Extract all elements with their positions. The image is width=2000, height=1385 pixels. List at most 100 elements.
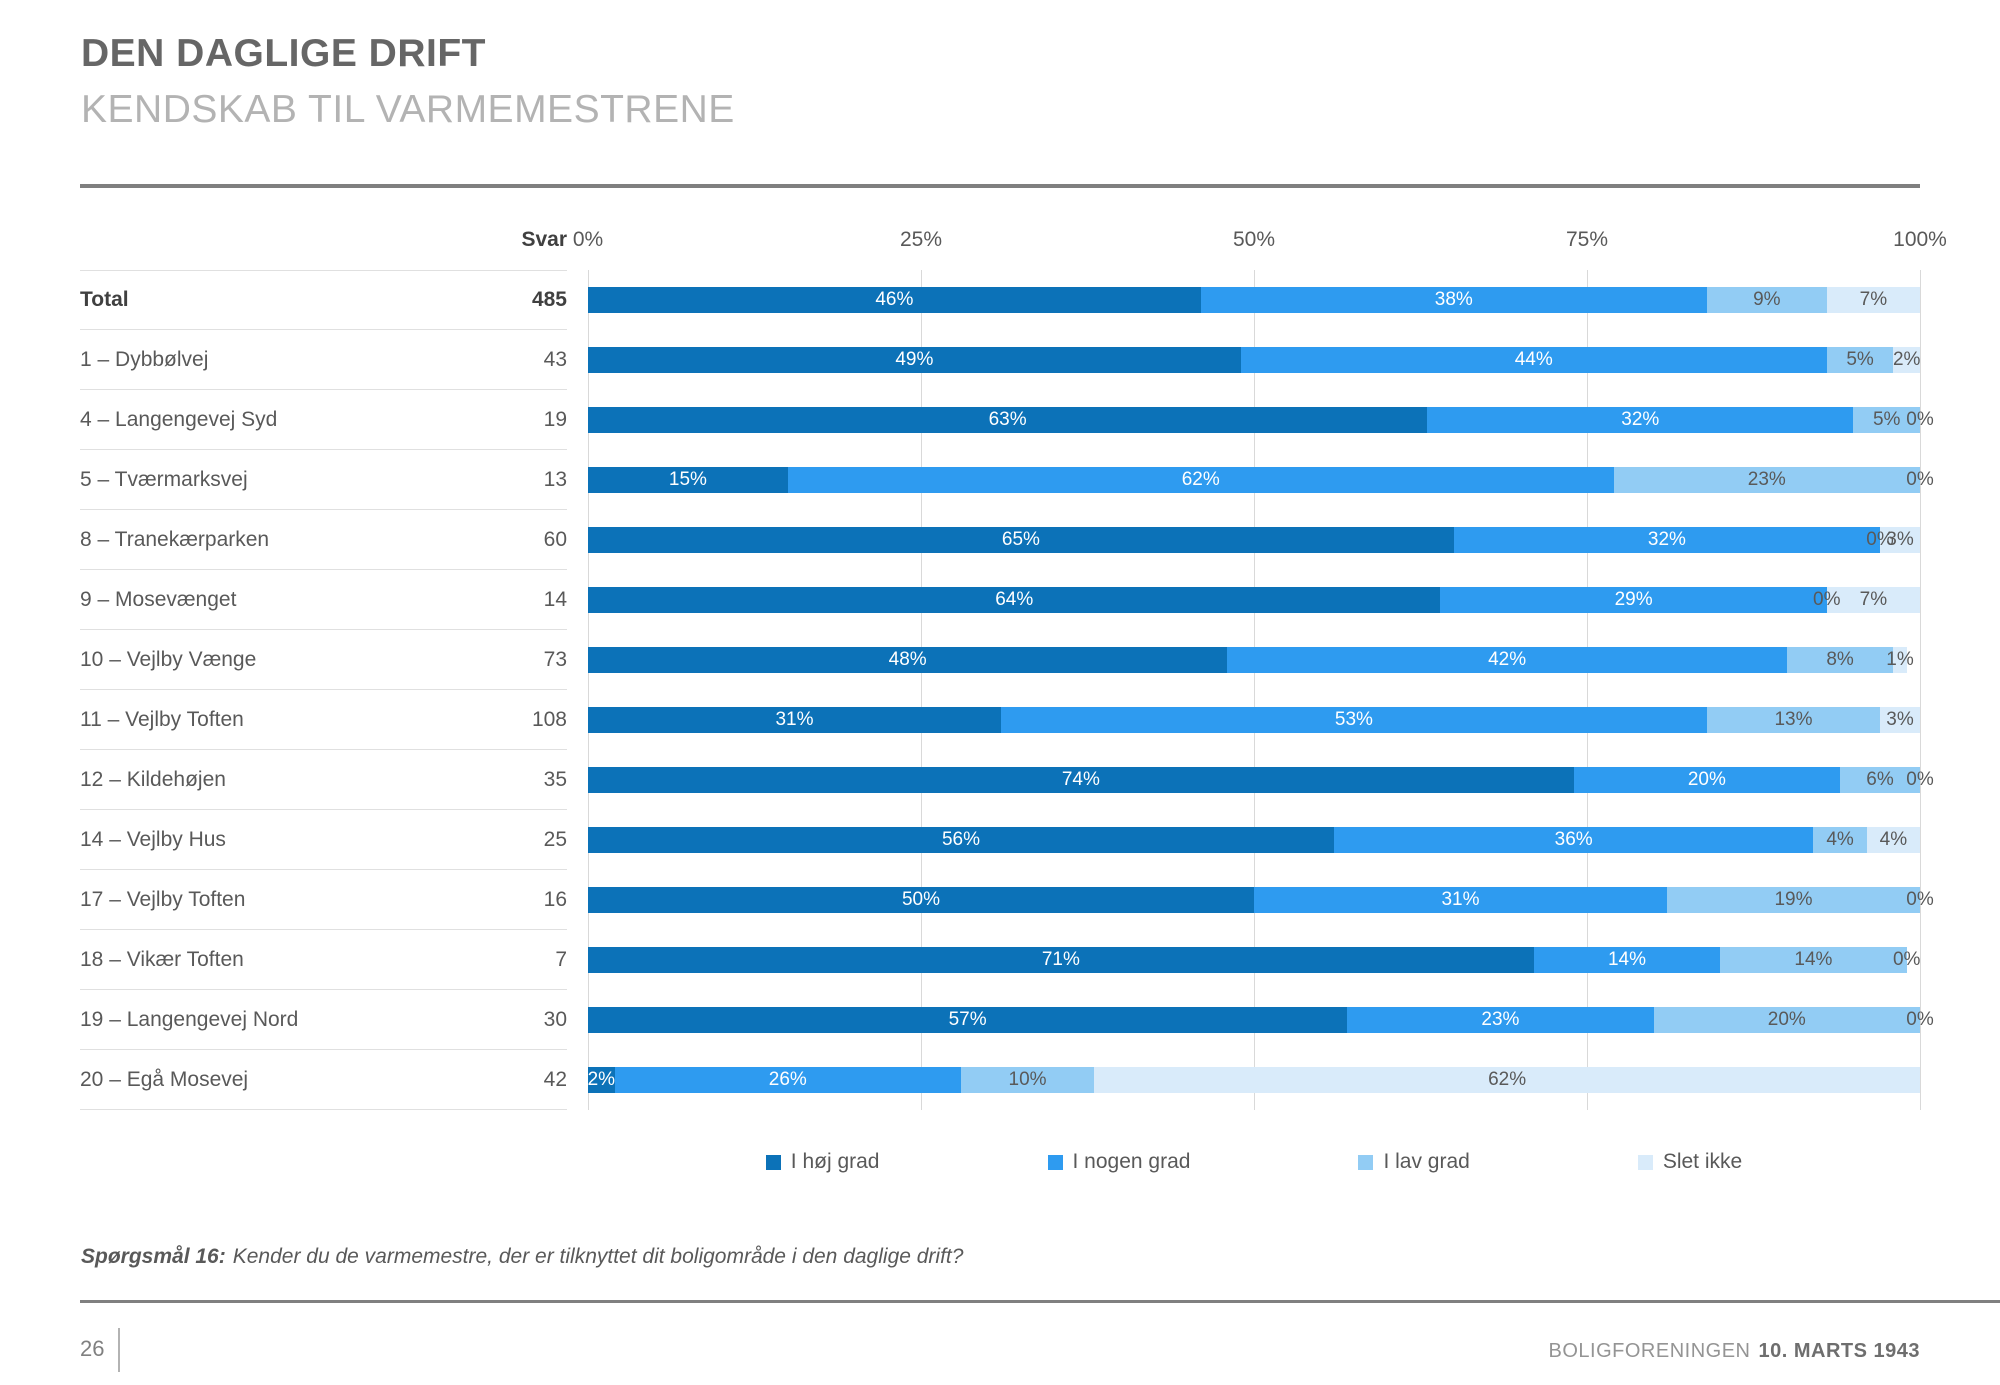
bar-value-label: 2% <box>1892 349 1921 370</box>
row-left-cell: 5 – Tværmarksvej 13 <box>80 450 567 510</box>
stacked-bar <box>588 647 1920 673</box>
bar-value-label: 5% <box>1846 349 1874 370</box>
footer-org: BOLIGFORENINGEN <box>1548 1340 1751 1362</box>
row-label: 5 – Tværmarksvej <box>80 467 248 491</box>
bar-value-label: 48% <box>888 649 927 670</box>
bar-segment <box>1653 1007 1920 1033</box>
row-svar-value: 43 <box>543 347 567 371</box>
bar-segment <box>1613 467 1920 493</box>
bar-segment <box>960 1067 1095 1093</box>
bar-segment <box>588 707 1001 733</box>
bar-segment <box>787 467 1614 493</box>
bar-segment <box>588 467 788 493</box>
table-row: 12 – Kildehøjen 35 74% 20% 6% 0% <box>80 750 1934 810</box>
bar-segment <box>1866 827 1920 853</box>
legend-swatch-icon <box>1637 1154 1653 1170</box>
bar-value-label: 3% <box>1886 529 1914 550</box>
bar-value-label: 46% <box>875 289 914 310</box>
bar-value-label: 0% <box>1906 469 1934 490</box>
row-left-cell: 1 – Dybbølvej 43 <box>80 330 567 390</box>
bar-value-label: 20% <box>1687 769 1726 790</box>
bar-value-label: 0% <box>1813 589 1841 610</box>
row-left-cell: 12 – Kildehøjen 35 <box>80 750 567 810</box>
row-left-cell: 19 – Langengevej Nord 30 <box>80 990 567 1050</box>
row-label: 8 – Tranekærparken <box>80 527 270 551</box>
bar-value-label: 26% <box>768 1069 807 1090</box>
table-row: 1 – Dybbølvej 43 49% 44% 5% 2% <box>80 330 1920 390</box>
bar-cell: 63% 32% 5% 0% <box>588 390 1934 450</box>
bar-value-label: 42% <box>1488 649 1527 670</box>
table-row: 11 – Vejlby Toften 108 31% 53% 13% 3% <box>80 690 1920 750</box>
bar-cell: 50% 31% 19% 0% <box>588 870 1934 930</box>
row-svar-value: 14 <box>543 587 567 611</box>
row-left-cell: 17 – Vejlby Toften 16 <box>80 870 567 930</box>
bar-segment <box>1000 707 1707 733</box>
row-left-cell: 14 – Vejlby Hus 25 <box>80 810 567 870</box>
bar-segment <box>1813 827 1867 853</box>
row-label: 4 – Langengevej Syd <box>80 407 278 431</box>
table-row: Total 485 46% 38% 9% 7% <box>80 270 1920 330</box>
bar-segment <box>1720 947 1907 973</box>
bar-value-label: 36% <box>1554 829 1593 850</box>
table-row: 14 – Vejlby Hus 25 56% 36% 4% 4% <box>80 810 1920 870</box>
bar-value-label: 65% <box>1001 529 1040 550</box>
stacked-bar-chart: Svar 0% 25% 50% 75% 100% Total 485 46% 38% 9% 7% 1… <box>80 222 1947 1110</box>
bar-segment <box>1826 287 1920 313</box>
gridline <box>1587 270 1588 1110</box>
bar-value-label: 31% <box>775 709 814 730</box>
row-svar-value: 25 <box>543 827 567 851</box>
legend-swatch-icon <box>1358 1154 1374 1170</box>
page-title: DEN DAGLIGE DRIFT <box>81 32 486 75</box>
bar-value-label: 53% <box>1334 709 1373 730</box>
row-label: 19 – Langengevej Nord <box>80 1007 299 1031</box>
page-number-divider <box>118 1328 120 1372</box>
row-label: 1 – Dybbølvej <box>80 347 209 371</box>
bar-segment <box>1880 527 1920 553</box>
stacked-bar <box>588 767 1920 793</box>
legend-label: Slet ikke <box>1662 1150 1743 1173</box>
bar-segment <box>1094 1067 1920 1093</box>
bar-segment <box>1453 527 1881 553</box>
stacked-bar <box>588 407 1920 433</box>
legend-item: I lav grad <box>1358 1150 1470 1174</box>
bar-segment <box>1347 1007 1654 1033</box>
bar-segment <box>1826 587 1920 613</box>
bar-value-label: 49% <box>895 349 934 370</box>
bar-segment <box>588 347 1241 373</box>
bar-value-label: 19% <box>1774 889 1813 910</box>
stacked-bar <box>588 347 1920 373</box>
bar-value-label: 38% <box>1434 289 1473 310</box>
bar-value-label: 0% <box>1906 889 1934 910</box>
bar-value-label: 4% <box>1879 829 1908 850</box>
row-label: 20 – Egå Mosevej <box>80 1067 249 1091</box>
bar-segment <box>1440 587 1827 613</box>
axis-tick: 25% <box>899 228 943 251</box>
row-left-cell: 18 – Vikær Toften 7 <box>80 930 567 990</box>
row-left-cell: 9 – Mosevænget 14 <box>80 570 567 630</box>
bar-value-label: 5% <box>1872 409 1901 430</box>
bar-segment <box>588 1067 615 1093</box>
bar-segment <box>1427 407 1854 433</box>
stacked-bar <box>588 467 1920 493</box>
bar-segment <box>1240 347 1827 373</box>
stacked-bar <box>588 827 1920 853</box>
bar-cell: 46% 38% 9% 7% <box>588 270 1920 330</box>
bar-segment <box>588 287 1201 313</box>
svar-column-header: Svar <box>521 228 567 251</box>
bar-segment <box>1706 707 1881 733</box>
table-row: 19 – Langengevej Nord 30 57% 23% 20% 0% <box>80 990 1934 1050</box>
bar-cell: 15% 62% 23% 0% <box>588 450 1934 510</box>
bar-cell: 64% 29% 0% 7% <box>588 570 1920 630</box>
table-row: 20 – Egå Mosevej 42 2% 26% 10% 62% <box>80 1050 1920 1110</box>
bar-segment <box>1200 287 1707 313</box>
bar-segment <box>1826 347 1894 373</box>
bar-value-label: 74% <box>1061 769 1100 790</box>
title-divider <box>80 184 1920 188</box>
bar-segment <box>588 827 1334 853</box>
row-svar-value: 485 <box>531 288 567 311</box>
bar-cell: 57% 23% 20% 0% <box>588 990 1934 1050</box>
gridline <box>921 270 922 1110</box>
bar-value-label: 1% <box>1886 649 1914 670</box>
bar-value-label: 0% <box>1906 1009 1934 1030</box>
stacked-bar <box>588 527 1920 553</box>
